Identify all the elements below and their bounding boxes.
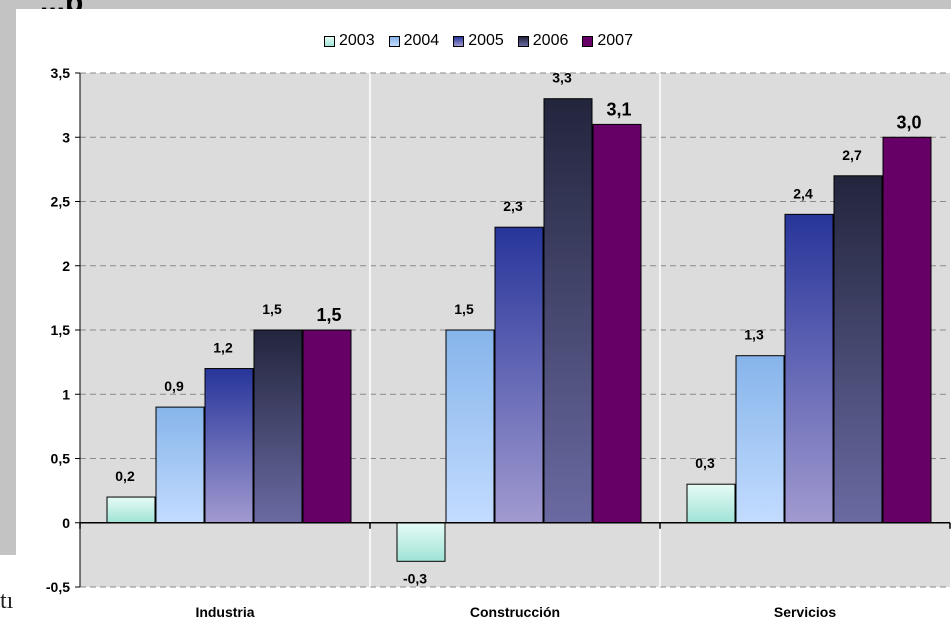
y-tick-label: 1 [62, 386, 70, 402]
legend-label-2006: 2006 [532, 32, 569, 49]
legend-item-2003: 2003 [324, 32, 375, 50]
y-tick-label: 3,5 [51, 65, 71, 81]
data-label-2004-1: 0,9 [164, 378, 184, 394]
data-label-2004-3: 1,3 [744, 327, 764, 343]
data-label-2003-1: 0,2 [115, 468, 135, 484]
data-label-2007-1: 1,5 [316, 305, 341, 325]
data-label-2005-1: 1,2 [213, 340, 233, 356]
x-category-label: Servicios [774, 604, 836, 620]
page-body-fragment: tı [0, 588, 14, 614]
legend-swatch-2006 [517, 35, 529, 47]
data-label-2006-1: 1,5 [262, 301, 282, 317]
x-category-label: Construcción [470, 604, 560, 620]
legend-label-2007: 2007 [597, 32, 633, 49]
bar-2007-2 [592, 123, 642, 524]
y-tick-label: 1,5 [51, 322, 71, 338]
bar-2003-3 [686, 483, 736, 524]
bar-2004-1 [155, 406, 205, 524]
legend-item-2006: 2006 [517, 32, 569, 50]
legend-label-2003: 2003 [339, 32, 375, 49]
data-label-2003-2: -0,3 [403, 570, 427, 586]
data-label-2005-3: 2,4 [793, 185, 813, 201]
y-tick-label: 0 [62, 515, 70, 531]
bar-2004-2 [445, 329, 495, 524]
legend-label-2004: 2004 [403, 32, 440, 49]
legend-swatch-2004 [388, 35, 400, 47]
legend-item-2004: 2004 [388, 32, 440, 50]
y-tick-label: -0,5 [46, 579, 70, 595]
bar-2007-3 [882, 136, 932, 524]
bar-2007-1 [302, 329, 352, 524]
data-label-2003-3: 0,3 [695, 455, 715, 471]
legend-label-2005: 2005 [468, 32, 504, 49]
bar-2006-2 [543, 98, 593, 524]
chart-legend: 2003 2004 2005 2006 2007 [324, 31, 633, 51]
bar-2003-2 [396, 522, 446, 562]
x-category-label: Industria [195, 604, 254, 620]
page-left-strip [0, 0, 16, 555]
y-tick-label: 2 [62, 258, 70, 274]
legend-swatch-2003 [324, 35, 335, 47]
bar-2003-1 [106, 496, 156, 524]
data-label-2006-2: 3,3 [552, 70, 572, 86]
legend-item-2005: 2005 [453, 32, 504, 50]
bar-chart: -0,5 0 0,5 1 1,5 2 2,5 3 3,5 0,2 0,9 1,2 1,5 1,5 Indus… [46, 65, 951, 620]
data-label-2007-2: 3,1 [606, 99, 631, 119]
y-tick-label: 0,5 [51, 451, 71, 467]
bar-2005-1 [204, 368, 254, 524]
bar-2005-3 [784, 213, 834, 524]
y-tick-label: 2,5 [51, 194, 71, 210]
legend-item-2007: 2007 [582, 32, 633, 50]
data-label-2007-3: 3,0 [896, 112, 921, 132]
data-label-2006-3: 2,7 [842, 147, 862, 163]
bar-2005-2 [494, 226, 544, 524]
chart-panel: 2003 2004 2005 2006 2007 -0,5 0 0,5 1 1,5 2 2,… [16, 9, 951, 621]
data-label-2005-2: 2,3 [503, 198, 523, 214]
data-label-2004-2: 1,5 [454, 301, 474, 317]
legend-swatch-2005 [453, 35, 465, 47]
bar-2004-3 [735, 355, 785, 524]
bar-2006-1 [253, 329, 303, 524]
bar-2006-3 [833, 175, 883, 524]
page-top-strip [0, 0, 951, 9]
legend-swatch-2007 [582, 35, 594, 47]
y-tick-label: 3 [62, 129, 70, 145]
